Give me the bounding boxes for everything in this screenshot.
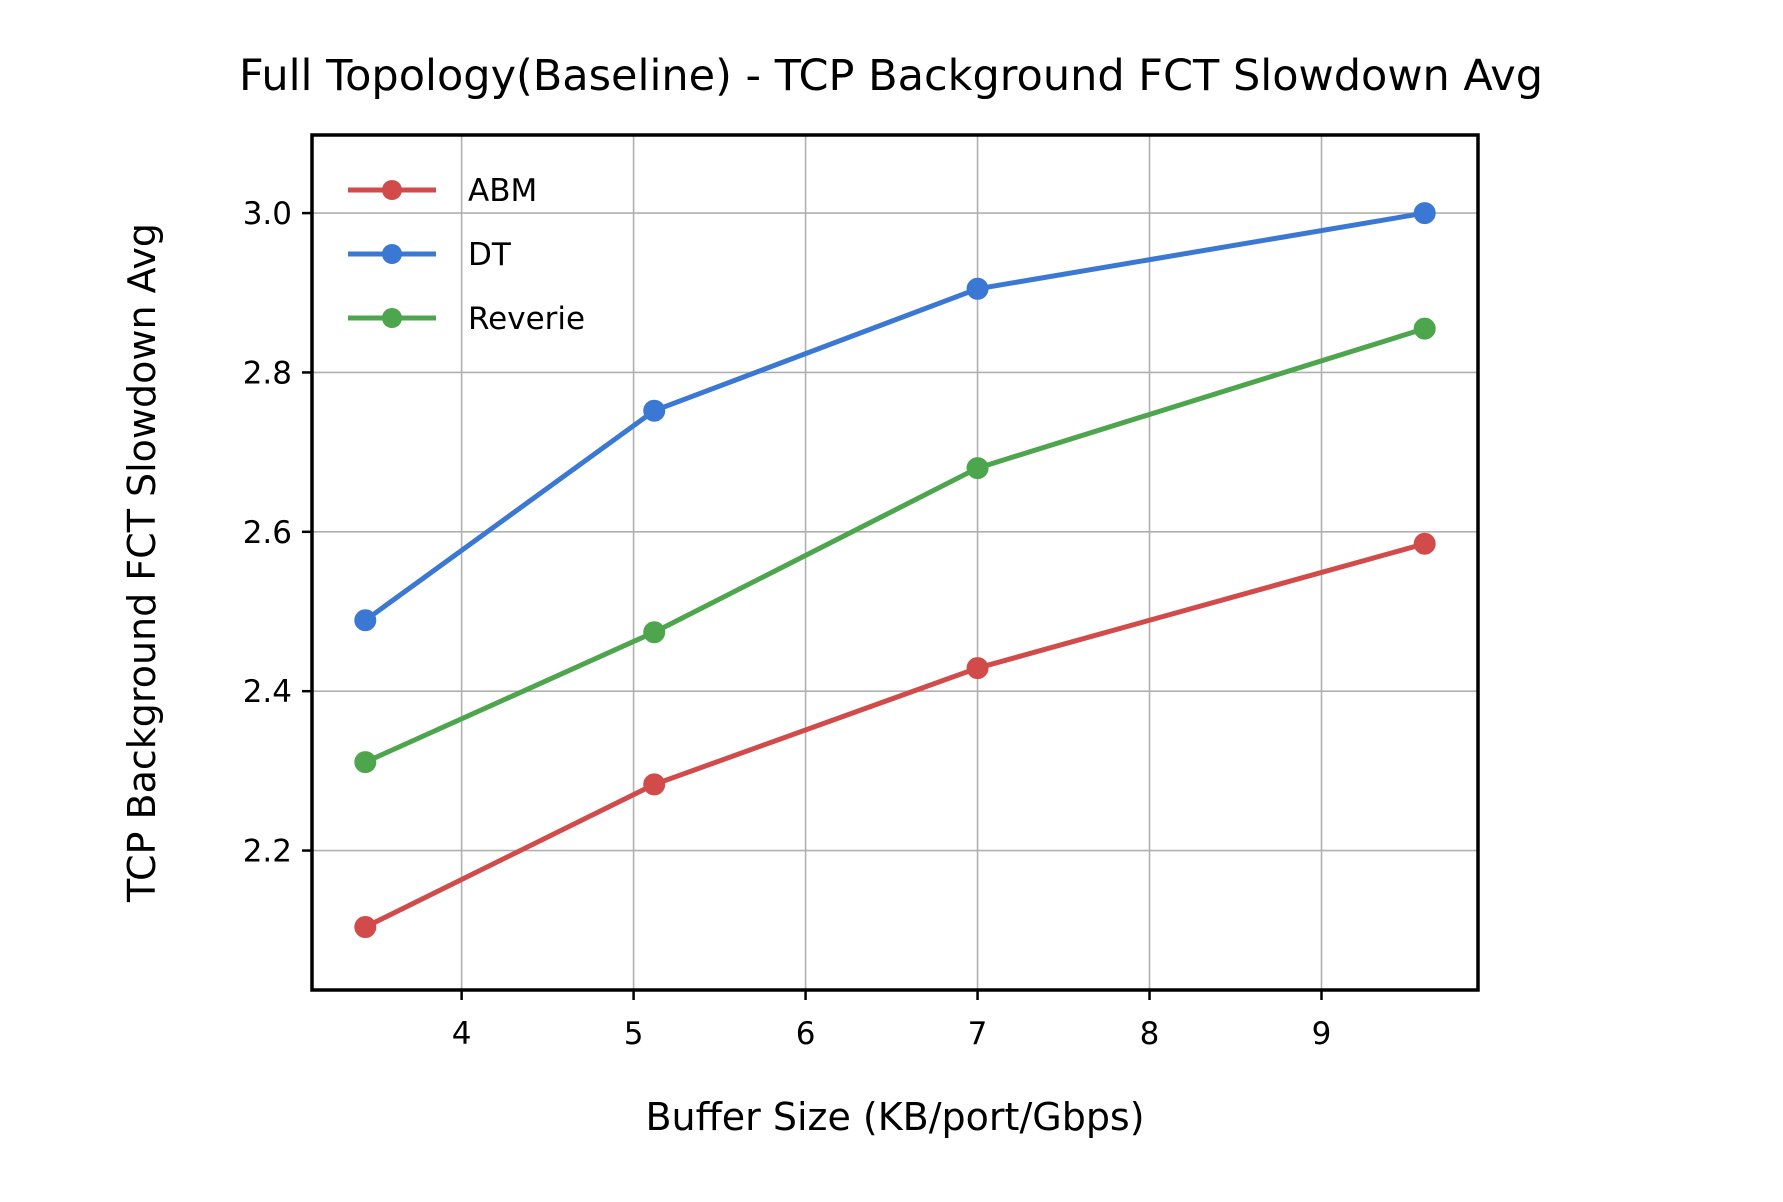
series-line-dt xyxy=(362,210,1428,623)
data-point-dt xyxy=(643,399,666,422)
y-tick-label: 2.4 xyxy=(243,674,292,710)
legend-marker-dt xyxy=(382,244,402,264)
x-tick-label: 4 xyxy=(452,1016,472,1052)
data-point-abm xyxy=(643,773,666,796)
legend-label-reverie: Reverie xyxy=(468,301,585,337)
data-point-reverie xyxy=(1413,317,1436,340)
data-point-reverie xyxy=(966,457,989,480)
data-point-reverie xyxy=(643,621,666,644)
plot-frame xyxy=(310,133,1480,992)
x-tick-label: 9 xyxy=(1312,1016,1332,1052)
y-tick-label: 2.2 xyxy=(243,834,292,870)
data-point-abm xyxy=(1413,532,1436,555)
legend: ABM DT Reverie xyxy=(348,173,585,337)
series-lines xyxy=(354,202,1436,939)
x-axis-label: Buffer Size (KB/port/Gbps) xyxy=(645,1095,1144,1139)
data-point-abm xyxy=(354,916,377,939)
y-axis-label: TCP Background FCT Slowdown Avg xyxy=(120,223,164,903)
series-line-reverie xyxy=(362,326,1428,765)
legend-marker-abm xyxy=(382,180,402,200)
data-point-abm xyxy=(966,657,989,680)
y-tick-label: 2.8 xyxy=(243,355,292,391)
x-tick-label: 6 xyxy=(796,1016,816,1052)
x-tick-label: 8 xyxy=(1140,1016,1160,1052)
axis-ticks: 4 5 6 7 8 9 2.2 2.4 2.6 2.8 3.0 xyxy=(243,196,1332,1052)
legend-marker-reverie xyxy=(382,308,402,328)
y-tick-label: 2.6 xyxy=(243,515,292,551)
x-tick-label: 5 xyxy=(624,1016,644,1052)
data-point-reverie xyxy=(354,751,377,774)
chart-title: Full Topology(Baseline) - TCP Background… xyxy=(239,51,1543,101)
y-tick-label: 3.0 xyxy=(243,196,292,232)
x-tick-label: 7 xyxy=(968,1016,988,1052)
data-point-dt xyxy=(966,277,989,300)
data-point-dt xyxy=(354,609,377,632)
legend-label-abm: ABM xyxy=(468,173,537,209)
legend-label-dt: DT xyxy=(468,237,512,273)
data-point-dt xyxy=(1413,202,1436,225)
series-line-abm xyxy=(362,541,1428,930)
